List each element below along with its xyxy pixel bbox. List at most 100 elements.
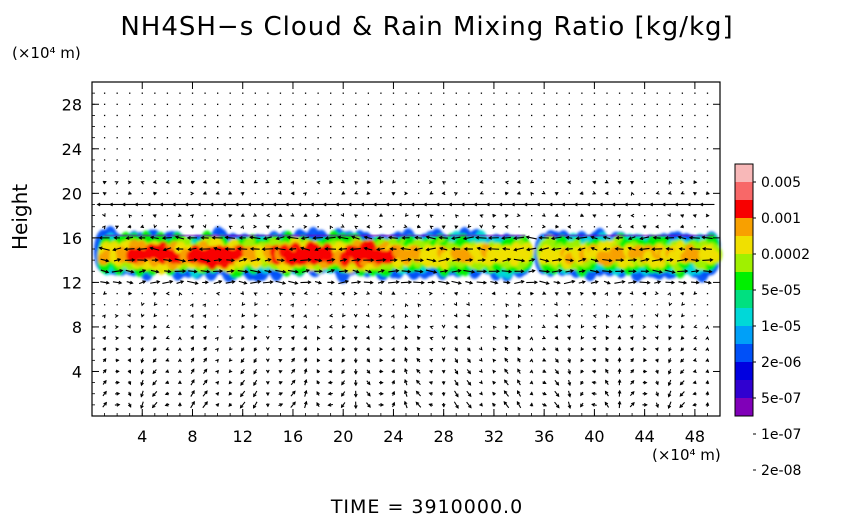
- vector-dot: [606, 103, 608, 105]
- wind-vector-head: [234, 202, 239, 207]
- wind-vector-head: [116, 403, 121, 407]
- wind-vector-head: [253, 336, 258, 341]
- wind-vector-head: [115, 358, 120, 363]
- vector-dot: [606, 137, 608, 139]
- wind-vector-head: [516, 191, 521, 195]
- vector-dot: [443, 159, 445, 161]
- vector-dot: [355, 159, 357, 161]
- wind-vector: [414, 270, 423, 273]
- wind-vector: [514, 247, 525, 251]
- wind-vector-head: [554, 302, 558, 306]
- vector-dot: [317, 148, 319, 150]
- wind-vector-head: [643, 358, 648, 363]
- wind-vector-head: [416, 357, 421, 362]
- vector-dot: [706, 159, 709, 161]
- wind-vector-head: [318, 258, 323, 263]
- wind-vector-head: [503, 390, 508, 395]
- wind-vector-head: [125, 236, 130, 240]
- vector-dot: [493, 137, 495, 139]
- vector-dot: [279, 114, 282, 117]
- vector-dot: [405, 181, 407, 183]
- wind-vector: [163, 258, 172, 262]
- wind-vector-head: [504, 191, 509, 196]
- vector-dot: [154, 103, 156, 105]
- vector-dot: [606, 125, 608, 128]
- vector-dot: [304, 125, 307, 128]
- vector-dot: [292, 114, 294, 117]
- wind-vector-head: [643, 391, 648, 396]
- vector-dot: [392, 170, 395, 172]
- wind-vector-head: [140, 347, 145, 352]
- wind-vector-head: [529, 358, 534, 363]
- wind-vector-head: [668, 302, 673, 307]
- wind-vector-head: [492, 325, 497, 330]
- wind-vector-head: [542, 335, 546, 340]
- wind-vector: [351, 259, 361, 262]
- vector-dot: [267, 92, 269, 94]
- wind-vector-head: [303, 357, 308, 362]
- wind-vector-head: [542, 291, 547, 295]
- wind-vector: [150, 281, 160, 284]
- wind-vector-head: [692, 380, 697, 385]
- wind-vector-head: [504, 225, 509, 229]
- wind-vector-head: [669, 258, 674, 262]
- wind-vector-head: [303, 400, 308, 405]
- vector-dot: [392, 125, 395, 128]
- wind-vector-head: [369, 280, 374, 285]
- wind-vector: [253, 390, 258, 397]
- wind-vector: [466, 401, 472, 409]
- wind-vector-head: [328, 313, 334, 318]
- vector-dot: [455, 114, 457, 117]
- wind-vector-head: [345, 279, 350, 284]
- vector-dot: [229, 103, 231, 105]
- wind-vector-head: [665, 247, 670, 251]
- wind-vector-head: [96, 202, 101, 207]
- vector-dot: [581, 114, 583, 117]
- vector-dot: [656, 137, 658, 139]
- wind-vector-head: [380, 402, 385, 407]
- vector-dot: [154, 125, 156, 128]
- wind-vector-head: [140, 370, 145, 375]
- wind-vector: [640, 236, 650, 240]
- wind-vector-head: [492, 380, 496, 385]
- wind-vector-head: [630, 213, 635, 218]
- vector-dot: [644, 159, 646, 161]
- wind-vector-head: [215, 402, 220, 407]
- vector-dot: [518, 92, 520, 94]
- vector-dot: [330, 137, 332, 139]
- vector-dot: [593, 114, 596, 117]
- wind-vector-head: [554, 324, 559, 329]
- wind-vector-head: [629, 325, 634, 330]
- wind-vector-head: [608, 258, 613, 263]
- vector-dot: [606, 170, 608, 172]
- wind-vector-head: [655, 392, 659, 397]
- wind-vector-head: [439, 246, 444, 251]
- wind-vector: [640, 258, 649, 262]
- wind-vector-head: [379, 369, 384, 374]
- wind-vector-head: [605, 346, 609, 351]
- wind-vector: [439, 237, 448, 239]
- wind-vector-head: [149, 246, 154, 251]
- vector-dot: [254, 159, 256, 161]
- vector-dot: [179, 170, 181, 172]
- wind-vector-head: [331, 269, 336, 273]
- wind-vector-head: [617, 357, 622, 362]
- wind-vector-head: [407, 269, 412, 274]
- vector-dot: [330, 192, 332, 195]
- wind-vector-head: [265, 380, 270, 385]
- wind-vector-head: [417, 224, 422, 229]
- wind-vector-head: [604, 179, 609, 184]
- wind-vector-head: [140, 325, 145, 330]
- vector-dot: [129, 114, 131, 117]
- wind-vector-head: [353, 348, 358, 352]
- vector-dot: [493, 92, 495, 94]
- vector-dot: [242, 159, 244, 161]
- vector-dot: [581, 159, 583, 161]
- vector-dot: [267, 170, 269, 172]
- wind-vector: [314, 280, 322, 284]
- vector-dot: [279, 315, 282, 317]
- wind-vector-head: [529, 402, 534, 407]
- vector-dot: [229, 114, 231, 117]
- wind-vector-head: [592, 347, 597, 352]
- vector-dot: [493, 125, 495, 128]
